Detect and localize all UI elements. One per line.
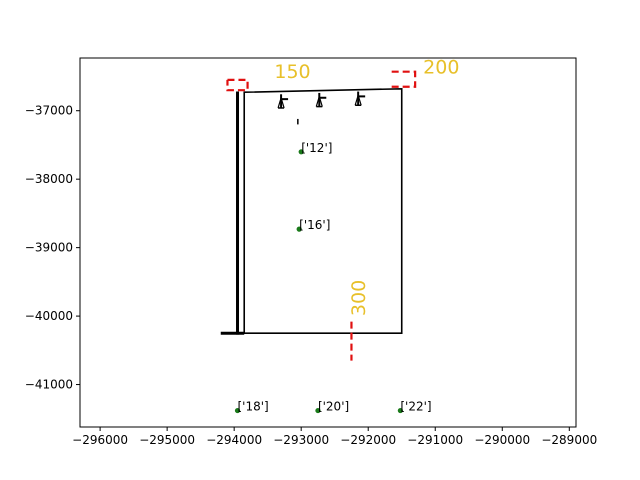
- point-label: ['12']: [301, 141, 332, 155]
- x-tick-label: −294000: [206, 433, 262, 447]
- data-point: [397, 407, 403, 414]
- y-axis: −37000 −38000 −39000 −40000 −41000: [25, 104, 80, 392]
- stair-symbol: [277, 94, 289, 109]
- point-label: ['22']: [400, 400, 431, 414]
- y-tick-label: −38000: [25, 172, 73, 186]
- points: ['12'] ['16'] ['18'] ['20'] ['22']: [234, 141, 432, 414]
- point-label: ['18']: [238, 400, 269, 414]
- point-label: ['20']: [318, 400, 349, 414]
- x-tick-label: −290000: [474, 433, 530, 447]
- data-point: [298, 149, 304, 155]
- y-tick-label: −40000: [25, 309, 73, 323]
- data-point: [296, 226, 302, 232]
- x-tick-label: −295000: [139, 433, 195, 447]
- y-tick-label: −39000: [25, 241, 73, 255]
- dimension-annotations: 150 200 300: [226, 57, 459, 361]
- y-tick-label: −41000: [25, 378, 73, 392]
- x-tick-label: −289000: [541, 433, 597, 447]
- data-point: [315, 407, 321, 414]
- stair-symbol: [315, 92, 327, 108]
- dimension-label: 150: [274, 61, 310, 83]
- x-tick-label: −293000: [273, 433, 329, 447]
- dimension-label: 300: [348, 280, 370, 316]
- point-label: ['16']: [299, 218, 330, 232]
- y-tick-label: −37000: [25, 104, 73, 118]
- plot-area: [79, 57, 577, 428]
- x-tick-label: −296000: [72, 433, 128, 447]
- stair-symbol: [354, 91, 366, 106]
- dimension-label: 200: [423, 57, 459, 79]
- data-point: [234, 407, 241, 414]
- x-tick-label: −291000: [407, 433, 463, 447]
- x-tick-label: −292000: [340, 433, 396, 447]
- dimension-line: [391, 70, 417, 88]
- floor-plan: [220, 87, 403, 335]
- x-axis: −296000 −295000 −294000 −293000 −292000 −2910…: [72, 427, 597, 447]
- dimension-line: [226, 78, 249, 92]
- building-outline: [243, 87, 403, 335]
